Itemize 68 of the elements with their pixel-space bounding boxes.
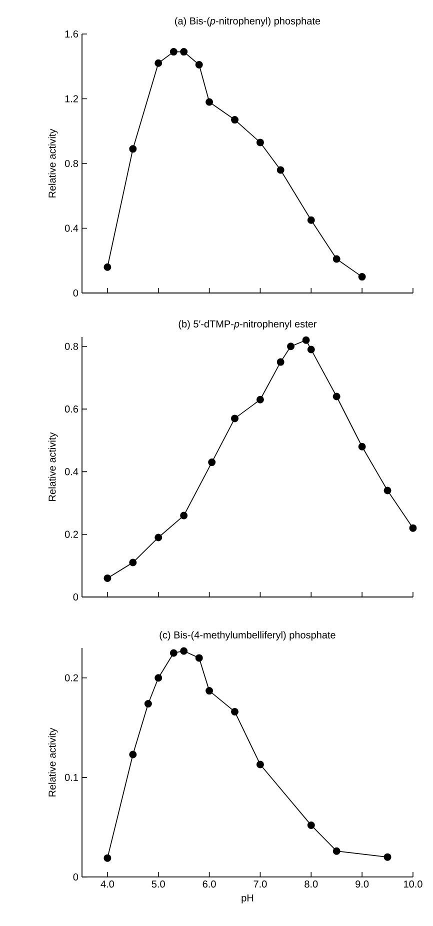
point (409, 524, 417, 532)
y-tick-label: 0.1 (64, 774, 78, 781)
y-tick-label: 0 (73, 593, 78, 601)
point (231, 116, 239, 124)
point (332, 847, 340, 855)
point (332, 392, 340, 400)
point (129, 750, 137, 758)
point (231, 414, 239, 422)
point (307, 346, 315, 354)
point (195, 61, 203, 69)
point (180, 647, 188, 655)
point (276, 166, 284, 174)
point (332, 255, 340, 263)
y-tick-label: 0.4 (64, 468, 78, 476)
point (358, 273, 366, 281)
point (195, 654, 203, 662)
point (170, 48, 178, 56)
point (180, 48, 188, 56)
x-tick-label: 4.0 (100, 880, 114, 888)
point (276, 358, 284, 366)
point (208, 458, 216, 466)
y-axis-title: Relative activity (48, 128, 58, 198)
point (384, 853, 392, 861)
y-tick-label: 0.2 (64, 674, 78, 682)
point (104, 854, 112, 862)
point (104, 263, 112, 271)
point (206, 98, 214, 106)
x-tick-label: 8.0 (304, 880, 318, 888)
point (307, 821, 315, 829)
point (129, 145, 137, 153)
x-tick-label: 6.0 (202, 880, 216, 888)
x-tick-label: 10.0 (404, 880, 422, 888)
point (206, 687, 214, 695)
y-tick-label: 1.2 (65, 95, 78, 102)
y-tick-label: 0.8 (64, 342, 78, 350)
y-axis-title: Relative activity (48, 728, 58, 796)
chart-title: (a) Bis-(p-nitrophenyl) phosphate (175, 17, 320, 26)
y-tick-label: 0 (73, 873, 78, 881)
point (144, 700, 152, 708)
y-axis-title: Relative activity (48, 432, 58, 501)
point (256, 760, 264, 768)
chart-title: (c) Bis-(4-methylumbelliferyl) phosphate (160, 631, 336, 640)
y-tick-label: 0.6 (64, 406, 78, 413)
point (180, 512, 188, 520)
y-tick-label: 0.8 (64, 160, 78, 168)
point (256, 138, 264, 146)
chart-title: (b) 5′-dTMP-p-nitrophenyl ester (178, 320, 317, 330)
point (287, 342, 295, 350)
point (231, 708, 239, 716)
x-tick-label: 9.0 (356, 880, 369, 888)
point (154, 674, 162, 682)
point (358, 442, 366, 450)
x-tick-label: 5.0 (152, 880, 165, 888)
x-tick-label: 7.0 (254, 880, 267, 888)
point (384, 486, 392, 494)
point (256, 396, 264, 404)
point (302, 336, 310, 344)
y-tick-label: 0.4 (64, 224, 78, 232)
point (307, 216, 315, 224)
x-axis-title: pH (242, 894, 254, 904)
point (154, 534, 162, 542)
point (154, 59, 162, 67)
point (129, 558, 137, 566)
point (104, 574, 112, 582)
y-tick-label: 0 (73, 289, 78, 297)
y-tick-label: 0.2 (64, 530, 78, 538)
y-tick-label: 1.6 (65, 30, 78, 38)
point (170, 649, 178, 657)
